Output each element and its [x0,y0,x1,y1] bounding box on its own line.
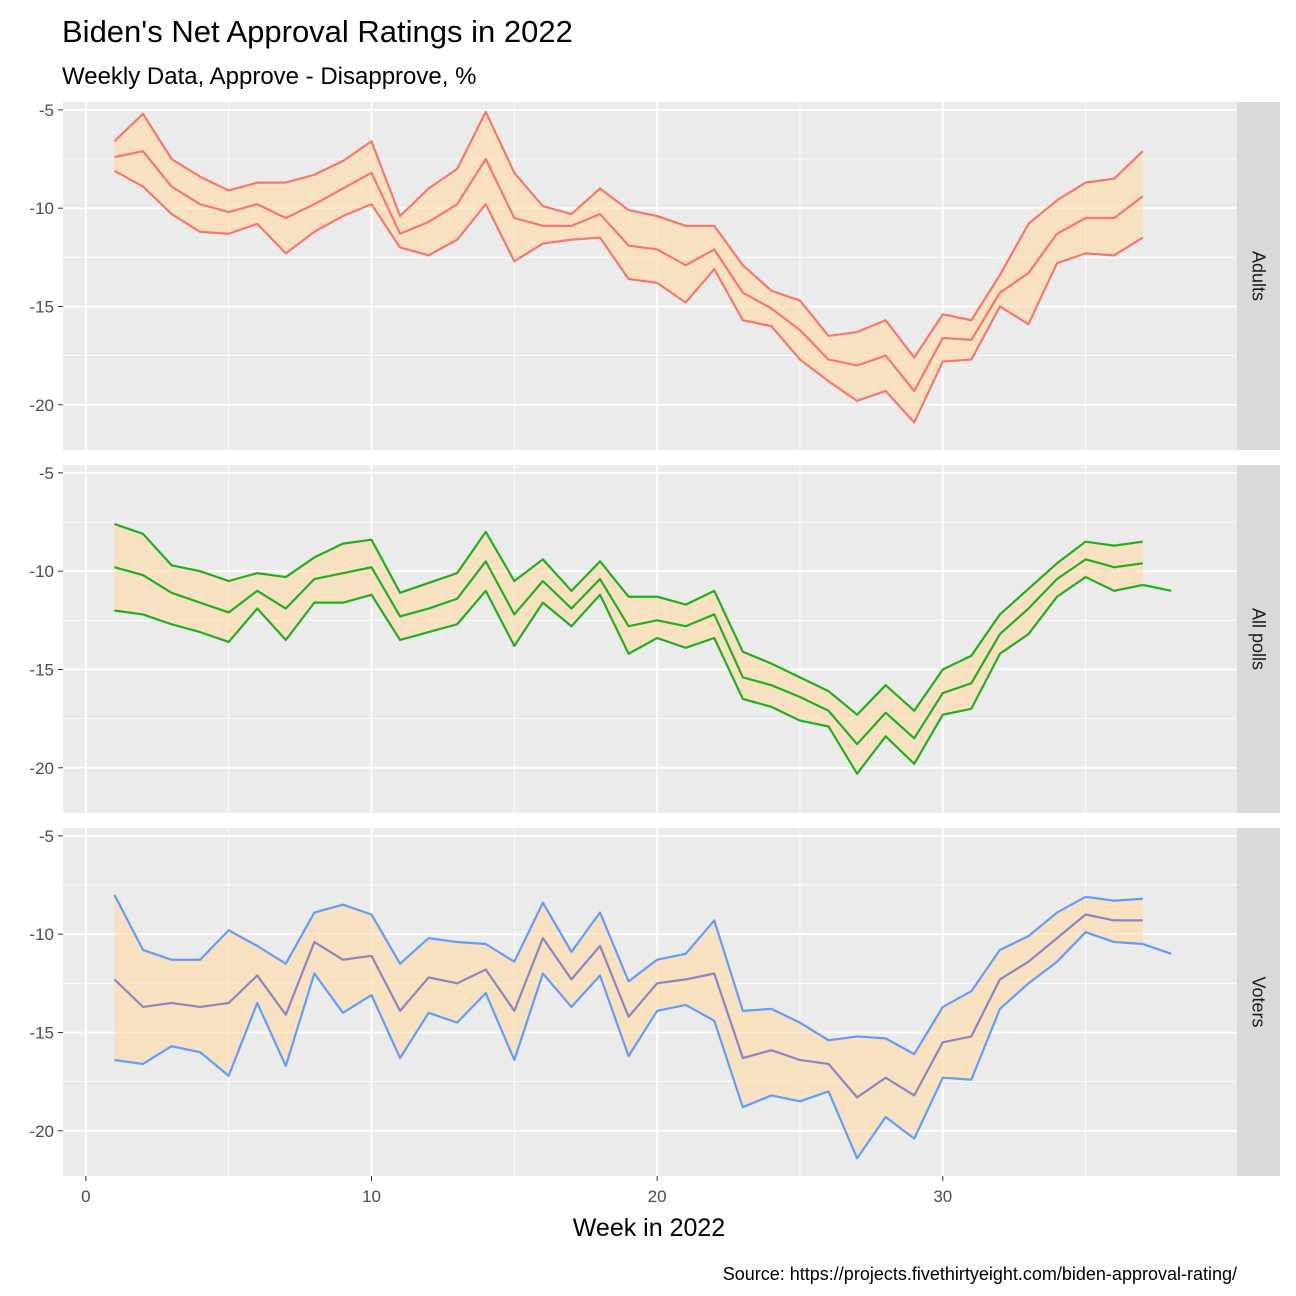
x-tick-label: 0 [81,1187,90,1206]
facet-strip-label: Voters [1249,976,1269,1027]
y-tick-label: -10 [29,925,54,944]
y-tick-label: -20 [29,1122,54,1141]
series-line-extension [1142,583,1172,592]
chart-subtitle: Weekly Data, Approve - Disapprove, % [62,63,476,90]
y-tick-label: -5 [39,464,54,483]
y-tick-label: -20 [29,759,54,778]
facet-strip [1237,102,1280,450]
facet-strip-label: All polls [1249,608,1269,670]
x-tick-label: 30 [933,1187,952,1206]
confidence-ribbon [114,523,1143,774]
y-tick-label: -15 [29,660,54,679]
series-line-lower [113,169,1144,424]
facet-panel-voters: -5 -10 -15 -20 Voters [29,827,1280,1176]
series-line-estimate [113,913,1143,1099]
series-line-lower [114,931,1143,1160]
y-tick-label: -5 [39,827,54,846]
facet-strip [1237,828,1280,1176]
series-line-upper [113,110,1144,359]
y-tick-label: -10 [29,562,54,581]
facet-strip [1237,465,1280,813]
chart-caption: Source: https://projects.fivethirtyeight… [723,1264,1237,1284]
series-line-upper [114,522,1143,716]
facet-panel-adults: -5 -10 -15 -20 Adults [29,101,1280,450]
x-axis-label: Week in 2022 [573,1214,725,1242]
y-tick-label: -10 [29,199,54,218]
x-tick-label: 20 [648,1187,667,1206]
y-tick-label: -20 [29,396,54,415]
confidence-ribbon [114,111,1143,423]
y-tick-label: -5 [39,101,54,120]
series-line-extension [1142,942,1172,955]
facet-strip-label: Adults [1249,251,1269,301]
facet-panel-all-polls: -5 -10 -15 -20 All polls [29,464,1280,813]
x-axis: 0 10 20 30 [81,1176,952,1206]
series-line-estimate [114,150,1144,393]
y-tick-label: -15 [29,1023,54,1042]
series-line-upper [113,894,1143,1056]
series-line-estimate [114,558,1143,746]
confidence-ribbon [114,894,1143,1159]
chart-title: Biden's Net Approval Ratings in 2022 [62,14,573,49]
x-tick-label: 10 [362,1187,381,1206]
y-tick-label: -15 [29,297,54,316]
series-line-lower [114,575,1143,775]
